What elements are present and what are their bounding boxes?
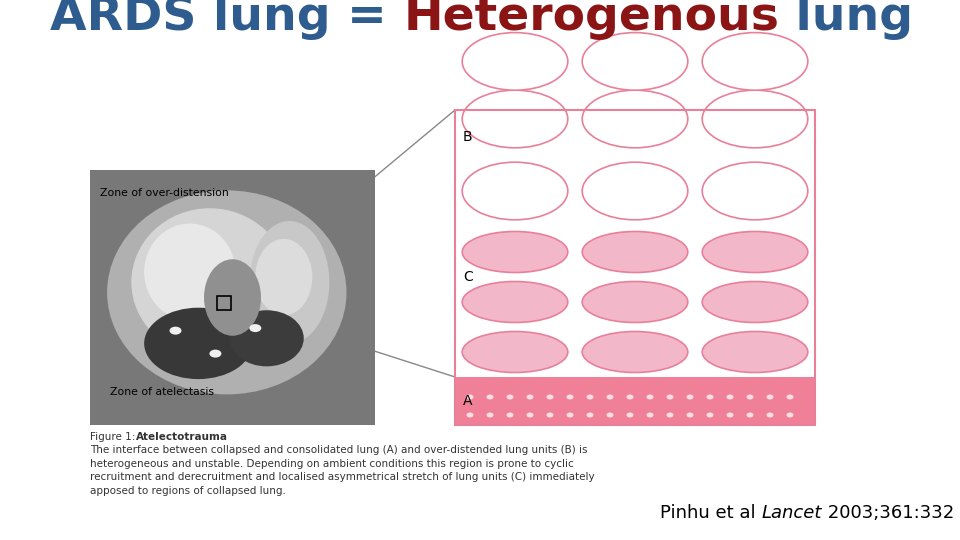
Ellipse shape xyxy=(582,90,687,148)
Ellipse shape xyxy=(462,162,567,220)
Ellipse shape xyxy=(587,395,593,400)
Ellipse shape xyxy=(702,332,807,373)
Ellipse shape xyxy=(587,413,593,417)
Text: 2003;361:332: 2003;361:332 xyxy=(822,504,954,522)
Ellipse shape xyxy=(209,349,222,357)
Ellipse shape xyxy=(766,395,774,400)
Ellipse shape xyxy=(250,221,329,343)
Ellipse shape xyxy=(204,259,261,336)
Ellipse shape xyxy=(702,232,807,273)
Ellipse shape xyxy=(462,332,567,373)
Ellipse shape xyxy=(702,281,807,322)
Ellipse shape xyxy=(582,32,687,90)
Ellipse shape xyxy=(627,413,634,417)
Ellipse shape xyxy=(786,413,794,417)
Ellipse shape xyxy=(646,413,654,417)
Ellipse shape xyxy=(507,395,514,400)
Text: ARDS lung =: ARDS lung = xyxy=(50,0,403,40)
Text: lung: lung xyxy=(780,0,913,40)
Ellipse shape xyxy=(462,232,567,273)
Ellipse shape xyxy=(487,395,493,400)
Ellipse shape xyxy=(507,413,514,417)
Ellipse shape xyxy=(108,191,347,394)
Text: Zone of atelectasis: Zone of atelectasis xyxy=(110,387,214,397)
Text: Pinhu et al: Pinhu et al xyxy=(660,504,761,522)
Ellipse shape xyxy=(582,232,687,273)
Ellipse shape xyxy=(462,32,567,90)
Ellipse shape xyxy=(702,90,807,148)
Text: Pinhu et al: Pinhu et al xyxy=(660,504,761,522)
Ellipse shape xyxy=(582,332,687,373)
Ellipse shape xyxy=(747,413,754,417)
Ellipse shape xyxy=(702,162,807,220)
Ellipse shape xyxy=(566,413,573,417)
Bar xyxy=(217,295,231,309)
Ellipse shape xyxy=(132,208,288,356)
Ellipse shape xyxy=(467,395,473,400)
Ellipse shape xyxy=(582,281,687,322)
Ellipse shape xyxy=(582,162,687,220)
Ellipse shape xyxy=(255,239,312,315)
Ellipse shape xyxy=(144,224,235,320)
Ellipse shape xyxy=(786,395,794,400)
Ellipse shape xyxy=(707,395,713,400)
Text: C: C xyxy=(463,270,472,284)
Ellipse shape xyxy=(467,413,473,417)
Ellipse shape xyxy=(646,395,654,400)
Ellipse shape xyxy=(526,413,534,417)
Ellipse shape xyxy=(766,413,774,417)
Text: B: B xyxy=(463,130,472,144)
Ellipse shape xyxy=(566,395,573,400)
Ellipse shape xyxy=(546,413,554,417)
Ellipse shape xyxy=(702,32,807,90)
Ellipse shape xyxy=(666,395,674,400)
Ellipse shape xyxy=(229,310,303,366)
Ellipse shape xyxy=(727,413,733,417)
Text: Heterogenous: Heterogenous xyxy=(403,0,780,40)
Text: Figure 1:: Figure 1: xyxy=(90,432,138,442)
Text: Lancet: Lancet xyxy=(761,504,822,522)
Ellipse shape xyxy=(666,413,674,417)
Ellipse shape xyxy=(487,413,493,417)
Ellipse shape xyxy=(546,395,554,400)
Ellipse shape xyxy=(707,413,713,417)
Ellipse shape xyxy=(144,308,252,379)
Ellipse shape xyxy=(250,324,261,332)
Ellipse shape xyxy=(170,327,181,335)
Text: Atelectotrauma: Atelectotrauma xyxy=(136,432,228,442)
Bar xyxy=(90,170,375,425)
Ellipse shape xyxy=(462,90,567,148)
Ellipse shape xyxy=(727,395,733,400)
Ellipse shape xyxy=(607,395,613,400)
Bar xyxy=(455,377,815,425)
Text: Zone of over-distension: Zone of over-distension xyxy=(100,188,228,198)
Text: A: A xyxy=(463,394,472,408)
Ellipse shape xyxy=(607,413,613,417)
Ellipse shape xyxy=(627,395,634,400)
Text: The interface between collapsed and consolidated lung (A) and over-distended lun: The interface between collapsed and cons… xyxy=(90,445,594,496)
Ellipse shape xyxy=(686,413,693,417)
Ellipse shape xyxy=(526,395,534,400)
Ellipse shape xyxy=(686,395,693,400)
Bar xyxy=(455,110,815,425)
Text: Lancet: Lancet xyxy=(761,504,822,522)
Ellipse shape xyxy=(462,281,567,322)
Ellipse shape xyxy=(747,395,754,400)
